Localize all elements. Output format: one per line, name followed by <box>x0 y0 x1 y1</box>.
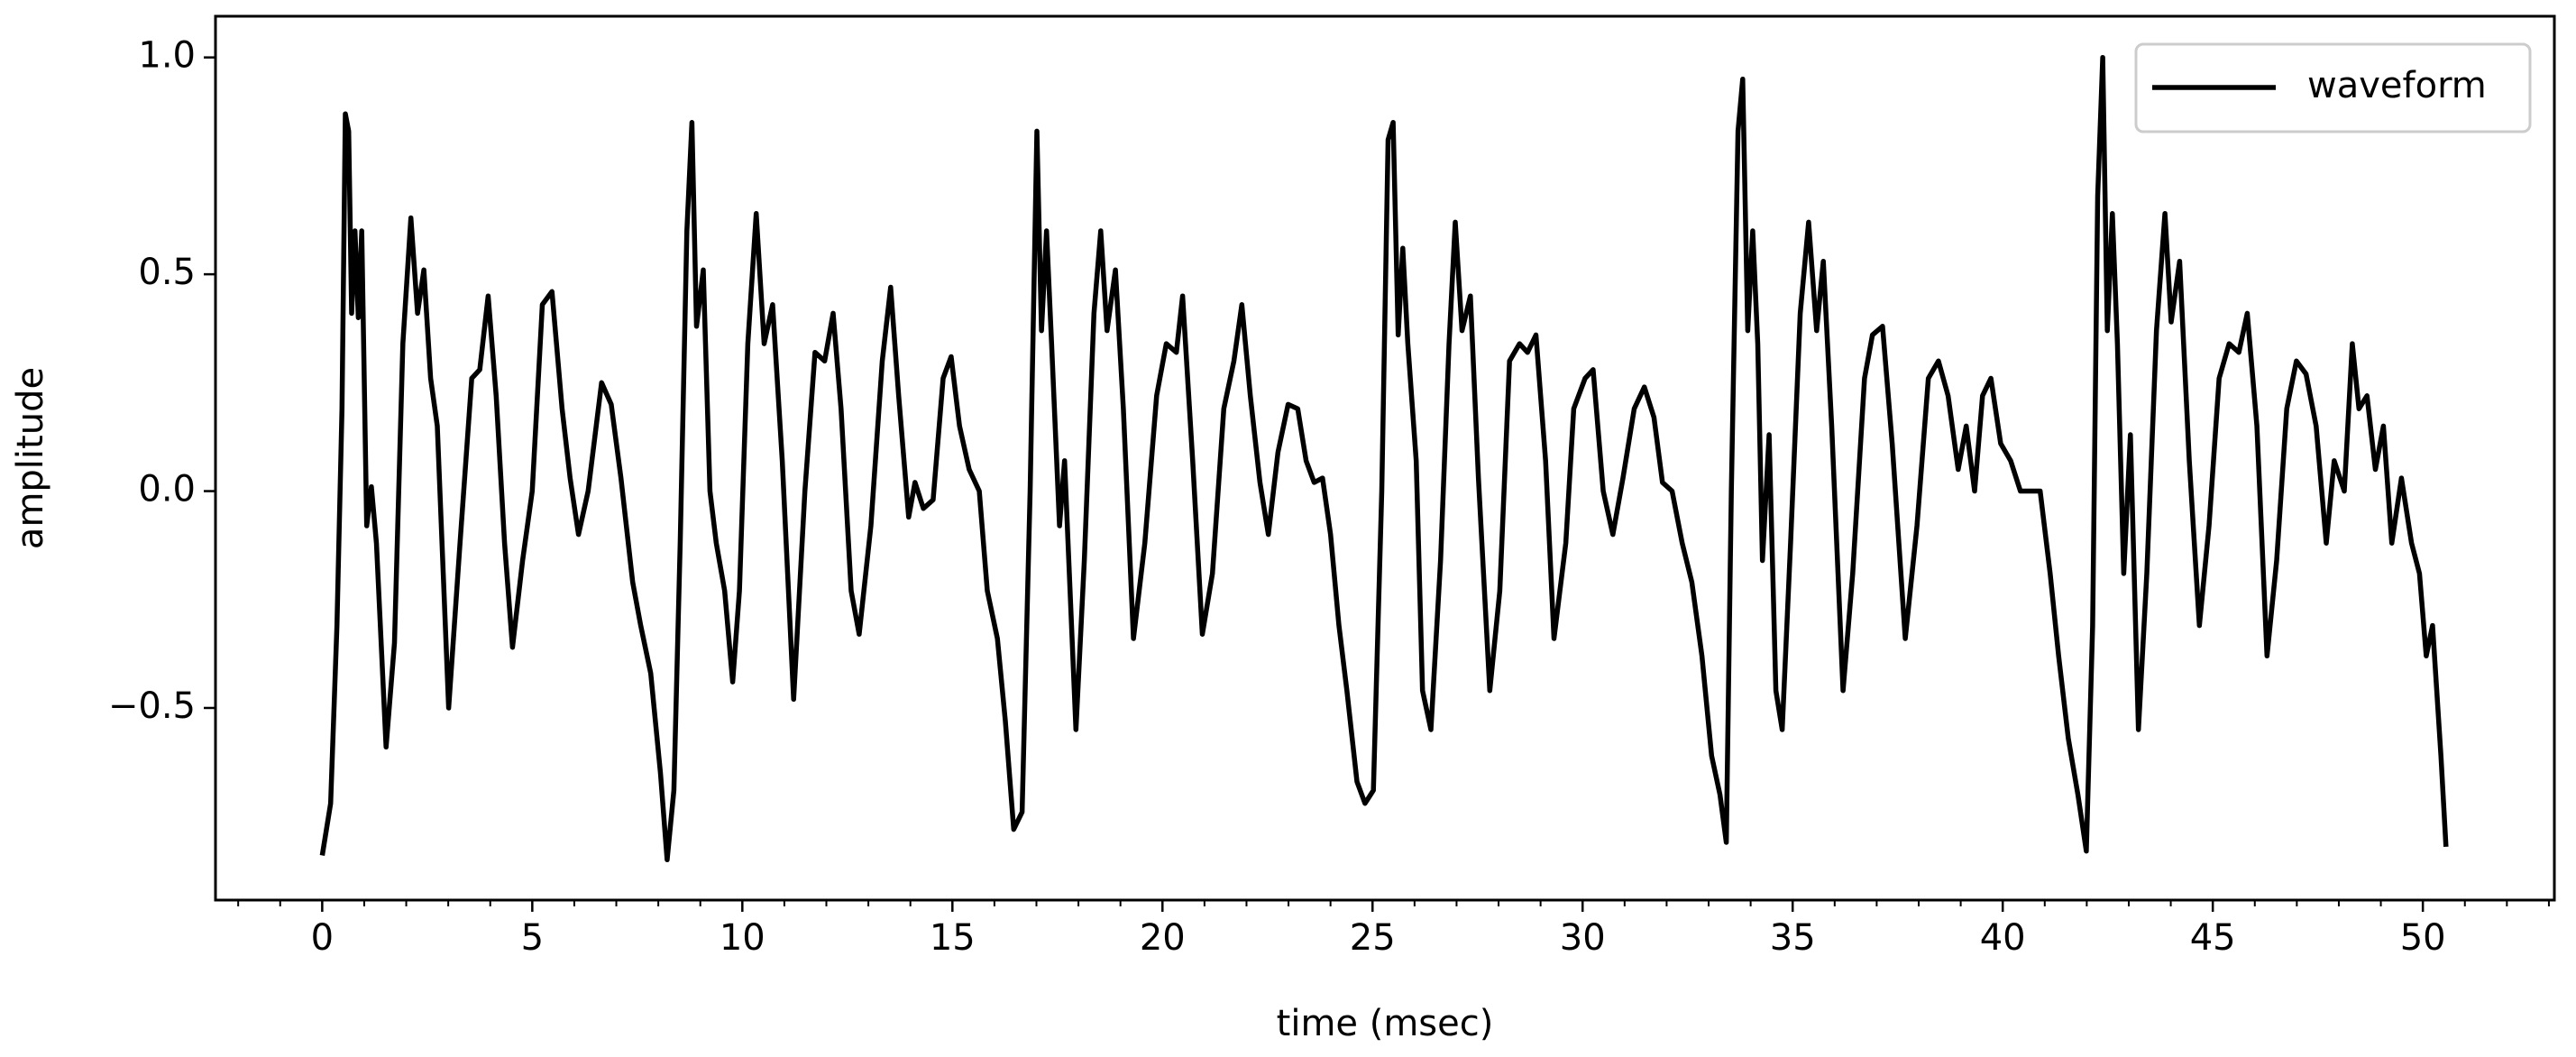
x-tick-label: 5 <box>521 917 544 959</box>
legend-box <box>2134 42 2532 133</box>
x-tick-label: 10 <box>720 917 765 959</box>
x-tick-label: 50 <box>2400 917 2446 959</box>
y-tick-label: 0.5 <box>138 252 196 293</box>
y-axis-label: amplitude <box>10 367 51 549</box>
y-tick-label: 0.0 <box>138 469 196 510</box>
waveform-line <box>319 54 2449 863</box>
x-tick-label: 0 <box>311 917 334 959</box>
x-tick-label: 40 <box>1980 917 2026 959</box>
plot-frame <box>214 14 2556 902</box>
legend-label: waveform <box>2307 65 2487 106</box>
y-tick-label: 1.0 <box>138 35 196 77</box>
x-tick-label: 35 <box>1770 917 1816 959</box>
x-tick-label: 30 <box>1560 917 1606 959</box>
x-axis-label: time (msec) <box>1277 1003 1494 1044</box>
x-tick-label: 15 <box>930 917 976 959</box>
y-tick-label: −0.5 <box>108 685 196 727</box>
x-tick-label: 45 <box>2190 917 2236 959</box>
x-tick-label: 20 <box>1140 917 1186 959</box>
x-tick-label: 25 <box>1350 917 1396 959</box>
